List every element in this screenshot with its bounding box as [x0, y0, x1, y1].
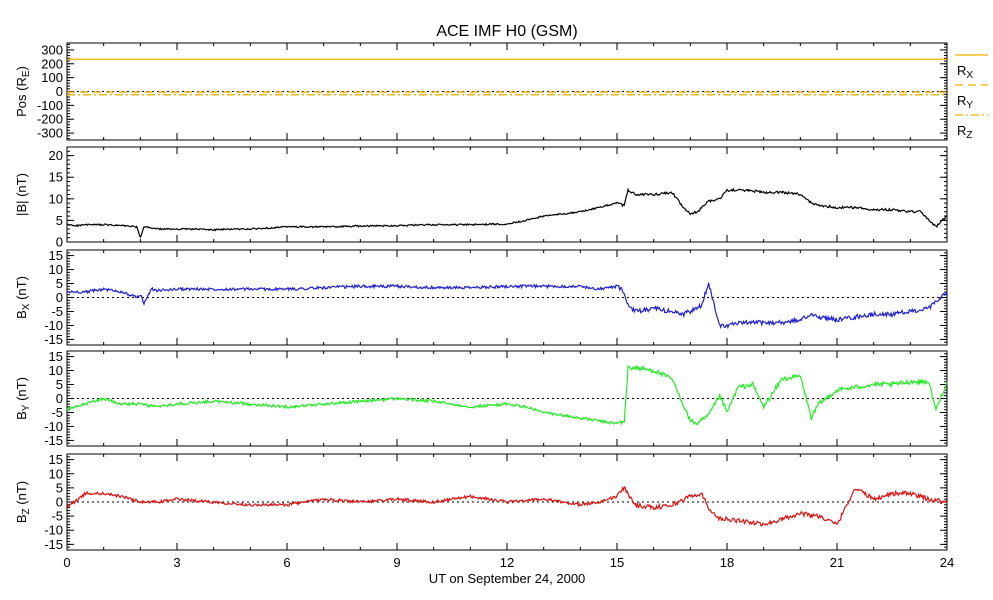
- legend-label-Y: RY: [957, 93, 973, 111]
- y-axis-label: BY (nT): [14, 377, 32, 420]
- y-tick-label: -10: [44, 419, 63, 434]
- legend-label-X: RX: [957, 63, 973, 81]
- x-tick-label: 21: [830, 555, 844, 570]
- y-tick-label: 0: [56, 235, 63, 250]
- y-axis-label: Pos (RE): [14, 66, 32, 117]
- y-tick-label: -10: [44, 523, 63, 538]
- x-tick-label: 9: [393, 555, 400, 570]
- series-line-bx: [66, 282, 948, 330]
- x-tick-label: 15: [610, 555, 624, 570]
- series-line-b_total: [66, 187, 948, 239]
- y-tick-label: 15: [49, 170, 63, 185]
- panel-frame: [66, 146, 948, 243]
- y-tick-label: 15: [49, 349, 63, 364]
- y-tick-label: 5: [56, 480, 63, 495]
- y-tick-label: -5: [51, 304, 63, 319]
- y-tick-label: -5: [51, 405, 63, 420]
- x-tick-label: 24: [940, 555, 954, 570]
- y-tick-label: 0: [56, 290, 63, 305]
- chart-title: ACE IMF H0 (GSM): [436, 23, 577, 40]
- y-tick-label: 10: [49, 466, 63, 481]
- y-tick-label: 300: [41, 42, 63, 57]
- x-tick-label: 18: [720, 555, 734, 570]
- legend-label-Z: RZ: [957, 123, 973, 141]
- series-line-bz: [66, 486, 948, 527]
- y-tick-label: 0: [56, 84, 63, 99]
- y-tick-label: -5: [51, 509, 63, 524]
- y-tick-label: 0: [56, 391, 63, 406]
- y-tick-label: 200: [41, 56, 63, 71]
- y-tick-label: 15: [49, 452, 63, 467]
- x-tick-label: 3: [173, 555, 180, 570]
- x-tick-label: 12: [500, 555, 514, 570]
- y-axis-label: BZ (nT): [14, 481, 32, 523]
- y-tick-label: -15: [44, 332, 63, 347]
- y-axis-label: BX (nT): [14, 276, 32, 319]
- series-line-by: [66, 364, 948, 426]
- y-tick-label: -300: [37, 126, 63, 141]
- y-tick-label: 5: [56, 377, 63, 392]
- y-tick-label: -15: [44, 433, 63, 448]
- y-axis-label: |B| (nT): [14, 173, 29, 216]
- x-tick-label: 0: [63, 555, 70, 570]
- y-tick-label: 5: [56, 213, 63, 228]
- panel-b_total: 20 15 10 5 0 |B| (nT): [14, 146, 948, 250]
- y-tick-label: -100: [37, 98, 63, 113]
- y-tick-label: 10: [49, 262, 63, 277]
- y-tick-label: 100: [41, 70, 63, 85]
- y-tick-label: 0: [56, 495, 63, 510]
- x-tick-label: 6: [283, 555, 290, 570]
- y-tick-label: 20: [49, 148, 63, 163]
- y-tick-label: 10: [49, 191, 63, 206]
- y-tick-label: -200: [37, 112, 63, 127]
- y-tick-label: 5: [56, 276, 63, 291]
- y-tick-label: 15: [49, 248, 63, 263]
- y-tick-label: -15: [44, 537, 63, 552]
- y-tick-label: -10: [44, 318, 63, 333]
- y-tick-label: 10: [49, 363, 63, 378]
- x-axis-label: UT on September 24, 2000: [429, 571, 586, 586]
